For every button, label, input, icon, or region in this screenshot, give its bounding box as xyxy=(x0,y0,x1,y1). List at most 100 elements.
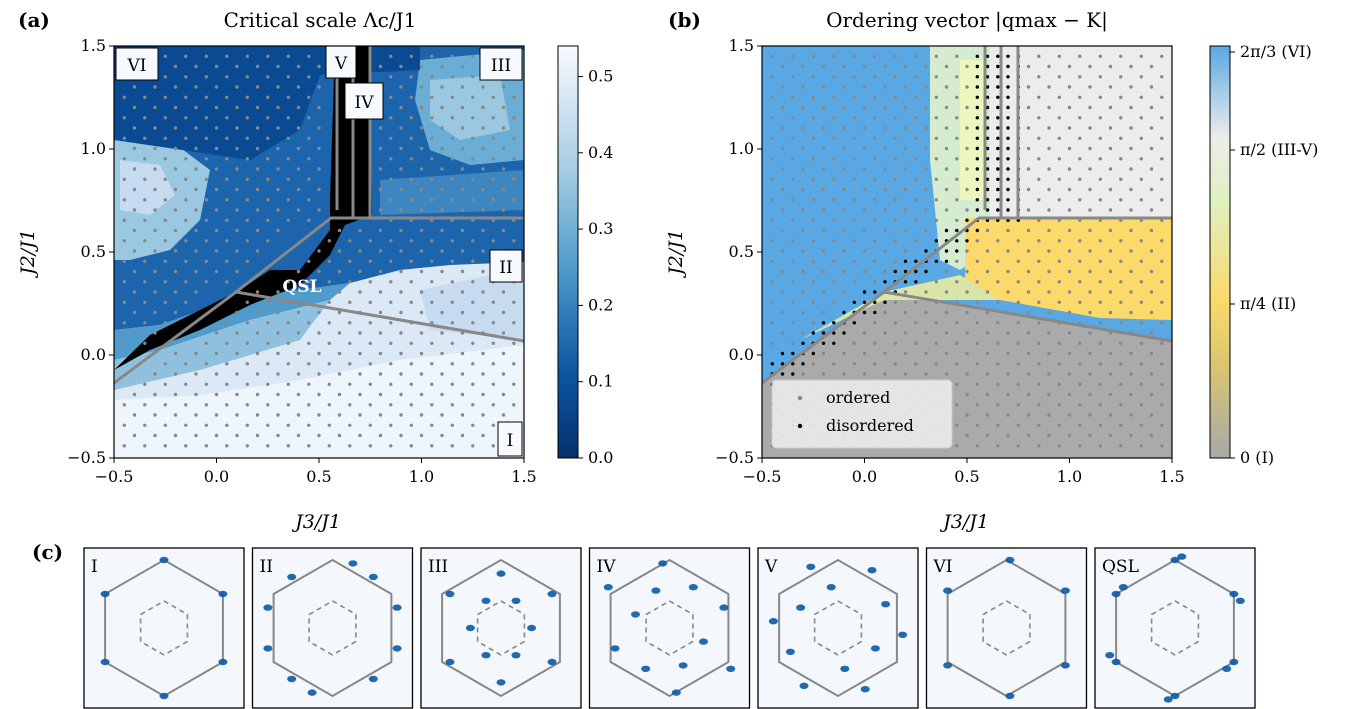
ordered-dot xyxy=(481,167,485,171)
ordered-dot xyxy=(1057,116,1062,120)
ordered-dot xyxy=(194,372,198,376)
ordered-dot xyxy=(955,382,959,386)
ordered-dot xyxy=(245,382,249,386)
ordered-dot xyxy=(163,423,167,427)
ordered-dot xyxy=(430,259,434,263)
ordered-dot xyxy=(399,351,403,356)
ordered-dot xyxy=(501,187,506,192)
ordered-dot xyxy=(832,300,836,304)
ordered-dot xyxy=(399,146,403,151)
ordered-dot xyxy=(184,239,188,243)
sf-peak xyxy=(1005,692,1015,700)
ordered-dot xyxy=(780,228,785,233)
ordered-dot xyxy=(914,321,918,325)
disordered-dot xyxy=(996,157,1000,161)
ordered-dot xyxy=(1139,444,1144,448)
ordered-dot xyxy=(184,95,188,100)
ordered-dot xyxy=(1160,54,1164,58)
ordered-dot xyxy=(327,341,331,345)
ordered-dot xyxy=(235,105,239,110)
ordered-dot xyxy=(801,105,805,110)
ordered-dot xyxy=(893,300,897,304)
ordered-dot xyxy=(832,136,836,140)
ordered-dot xyxy=(225,218,229,222)
ordered-dot xyxy=(893,362,897,366)
ordered-dot xyxy=(934,54,938,58)
ordered-dot xyxy=(1006,392,1010,397)
ordered-dot xyxy=(399,392,403,397)
ordered-dot xyxy=(337,372,342,376)
ordered-dot xyxy=(1160,362,1164,366)
sf-peak xyxy=(218,658,228,666)
ordered-dot xyxy=(153,392,157,397)
ordered-dot xyxy=(450,423,454,427)
panel-b-xlabel: J3/J1 xyxy=(939,511,989,533)
ordered-dot xyxy=(883,372,887,376)
ordered-dot xyxy=(832,218,836,222)
ordered-dot xyxy=(1129,413,1133,417)
ordered-dot xyxy=(348,300,352,304)
ordered-dot xyxy=(450,300,454,304)
ordered-dot xyxy=(1139,362,1144,366)
ordered-dot xyxy=(1098,95,1103,100)
ordered-dot xyxy=(399,105,403,110)
panel-a-ytick-label: 1.0 xyxy=(81,139,106,158)
ordered-dot xyxy=(791,280,795,284)
disordered-dot xyxy=(842,310,846,315)
ordered-dot xyxy=(811,259,815,263)
disordered-dot xyxy=(996,136,1000,140)
ordered-dot xyxy=(1108,392,1113,397)
ordered-dot xyxy=(255,64,260,69)
ordered-dot xyxy=(122,218,127,222)
disordered-dot xyxy=(934,239,938,243)
ordered-dot xyxy=(204,280,208,284)
ordered-dot xyxy=(143,136,147,140)
ordered-dot xyxy=(225,54,229,58)
ordered-dot xyxy=(173,208,178,212)
ordered-dot xyxy=(996,423,1000,427)
ordered-dot xyxy=(1119,54,1123,58)
ordered-dot xyxy=(501,331,506,335)
ordered-dot xyxy=(173,290,178,294)
sf-peak xyxy=(496,570,506,577)
ordered-dot xyxy=(873,362,877,366)
ordered-dot xyxy=(440,187,444,192)
ordered-dot xyxy=(389,75,393,79)
ordered-dot xyxy=(399,249,403,253)
ordered-dot xyxy=(255,310,260,315)
disordered-dot xyxy=(996,167,1000,171)
ordered-dot xyxy=(821,167,826,171)
ordered-dot xyxy=(1139,116,1144,120)
ordered-dot xyxy=(1149,413,1154,417)
ordered-dot xyxy=(501,351,506,356)
ordered-dot xyxy=(1026,187,1031,192)
ordered-dot xyxy=(163,239,167,243)
ordered-dot xyxy=(122,239,127,243)
ordered-dot xyxy=(1047,351,1051,356)
ordered-dot xyxy=(1139,382,1144,386)
ordered-dot xyxy=(276,351,280,356)
disordered-dot xyxy=(955,249,959,253)
ordered-dot xyxy=(337,310,342,315)
ordered-dot xyxy=(378,64,383,69)
ordered-dot xyxy=(450,280,454,284)
ordered-dot xyxy=(1149,269,1154,274)
ordered-dot xyxy=(419,64,424,69)
disordered-dot xyxy=(780,351,785,356)
ordered-dot xyxy=(512,239,516,243)
ordered-dot xyxy=(389,423,393,427)
brillouin-zone-outer xyxy=(272,558,393,698)
ordered-dot xyxy=(770,157,774,161)
ordered-dot xyxy=(122,444,127,448)
ordered-dot xyxy=(460,64,465,69)
ordered-dot xyxy=(266,300,270,304)
ordered-dot xyxy=(471,198,475,202)
ordered-dot xyxy=(194,167,198,171)
ordered-dot xyxy=(1016,403,1020,407)
cbar-a-tick-label: 0.0 xyxy=(588,448,613,467)
ordered-dot xyxy=(944,105,949,110)
ordered-dot xyxy=(378,146,383,151)
ordered-dot xyxy=(903,331,908,335)
ordered-dot xyxy=(481,351,485,356)
